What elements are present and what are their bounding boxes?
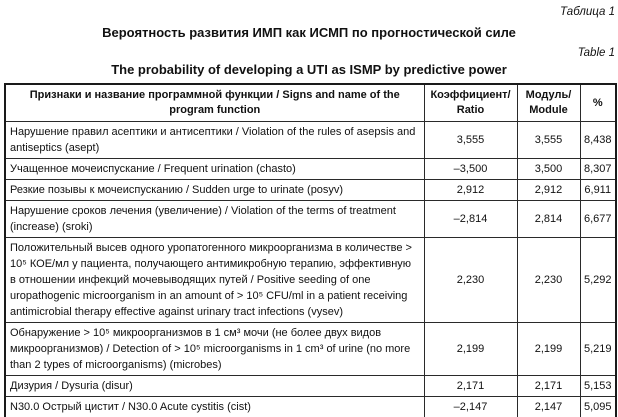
row-module-cell: 2,230 [516,237,581,323]
row-module-cell: 2,912 [516,179,581,201]
row-module-cell: 2,171 [516,375,581,397]
row-percent-cell: 5,292 [579,237,617,323]
row-module-cell: 2,147 [516,396,581,417]
table-row: Нарушение правил асептики и антисептики … [4,121,617,159]
table-title-ru: Вероятность развития ИМП как ИСМП по про… [102,25,516,40]
table-row: Учащенное мочеиспускание / Frequent urin… [4,158,617,180]
row-ratio-cell: –2,147 [423,396,518,417]
column-header-module: Модуль/ Module [516,83,581,122]
row-ratio-cell: 2,230 [423,237,518,323]
row-percent-cell: 6,911 [579,179,617,201]
table-caption-en: Table 1 [577,47,615,59]
row-ratio-cell: –2,814 [423,200,518,238]
row-sign-cell: Учащенное мочеиспускание / Frequent urin… [4,158,425,180]
row-percent-cell: 6,677 [579,200,617,238]
row-ratio-cell: 3,555 [423,121,518,159]
column-header-ratio: Коэффициент/ Ratio [423,83,518,122]
row-module-cell: 3,500 [516,158,581,180]
table-row: Нарушение сроков лечения (увеличение) / … [4,200,617,238]
row-sign-cell: Обнаружение > 10⁵ микроорганизмов в 1 см… [4,322,425,376]
row-ratio-cell: –3,500 [423,158,518,180]
row-percent-cell: 5,153 [579,375,617,397]
column-header-percent: % [579,83,617,122]
column-header-signs: Признаки и название программной функции … [4,83,425,122]
row-sign-cell: Резкие позывы к мочеиспусканию / Sudden … [4,179,425,201]
row-sign-cell: Нарушение правил асептики и антисептики … [4,121,425,159]
row-sign-cell: Нарушение сроков лечения (увеличение) / … [4,200,425,238]
row-module-cell: 2,199 [516,322,581,376]
row-module-cell: 2,814 [516,200,581,238]
table-row: Положительный высев одного уропатогенног… [4,237,617,323]
row-ratio-cell: 2,171 [423,375,518,397]
table-header-row: Признаки и название программной функции … [4,83,617,122]
table-row: Дизурия / Dysuria (disur) 2,171 2,171 5,153 [4,375,617,397]
table-row: N30.0 Острый цистит / N30.0 Acute cystit… [4,396,617,417]
table-caption-ru: Таблица 1 [560,6,615,18]
table-header: Признаки и название программной функции … [4,83,617,122]
row-percent-cell: 5,219 [579,322,617,376]
row-percent-cell: 8,307 [579,158,617,180]
row-percent-cell: 8,438 [579,121,617,159]
data-table: Признаки и название программной функции … [4,83,617,417]
table-row: Обнаружение > 10⁵ микроорганизмов в 1 см… [4,322,617,376]
row-sign-cell: Дизурия / Dysuria (disur) [4,375,425,397]
row-sign-cell: N30.0 Острый цистит / N30.0 Acute cystit… [4,396,425,417]
table-body: Нарушение правил асептики и антисептики … [4,121,617,417]
row-ratio-cell: 2,199 [423,322,518,376]
row-sign-cell: Положительный высев одного уропатогенног… [4,237,425,323]
row-percent-cell: 5,095 [579,396,617,417]
row-ratio-cell: 2,912 [423,179,518,201]
table-row: Резкие позывы к мочеиспусканию / Sudden … [4,179,617,201]
row-module-cell: 3,555 [516,121,581,159]
table-title-en: The probability of developing a UTI as I… [111,62,507,77]
